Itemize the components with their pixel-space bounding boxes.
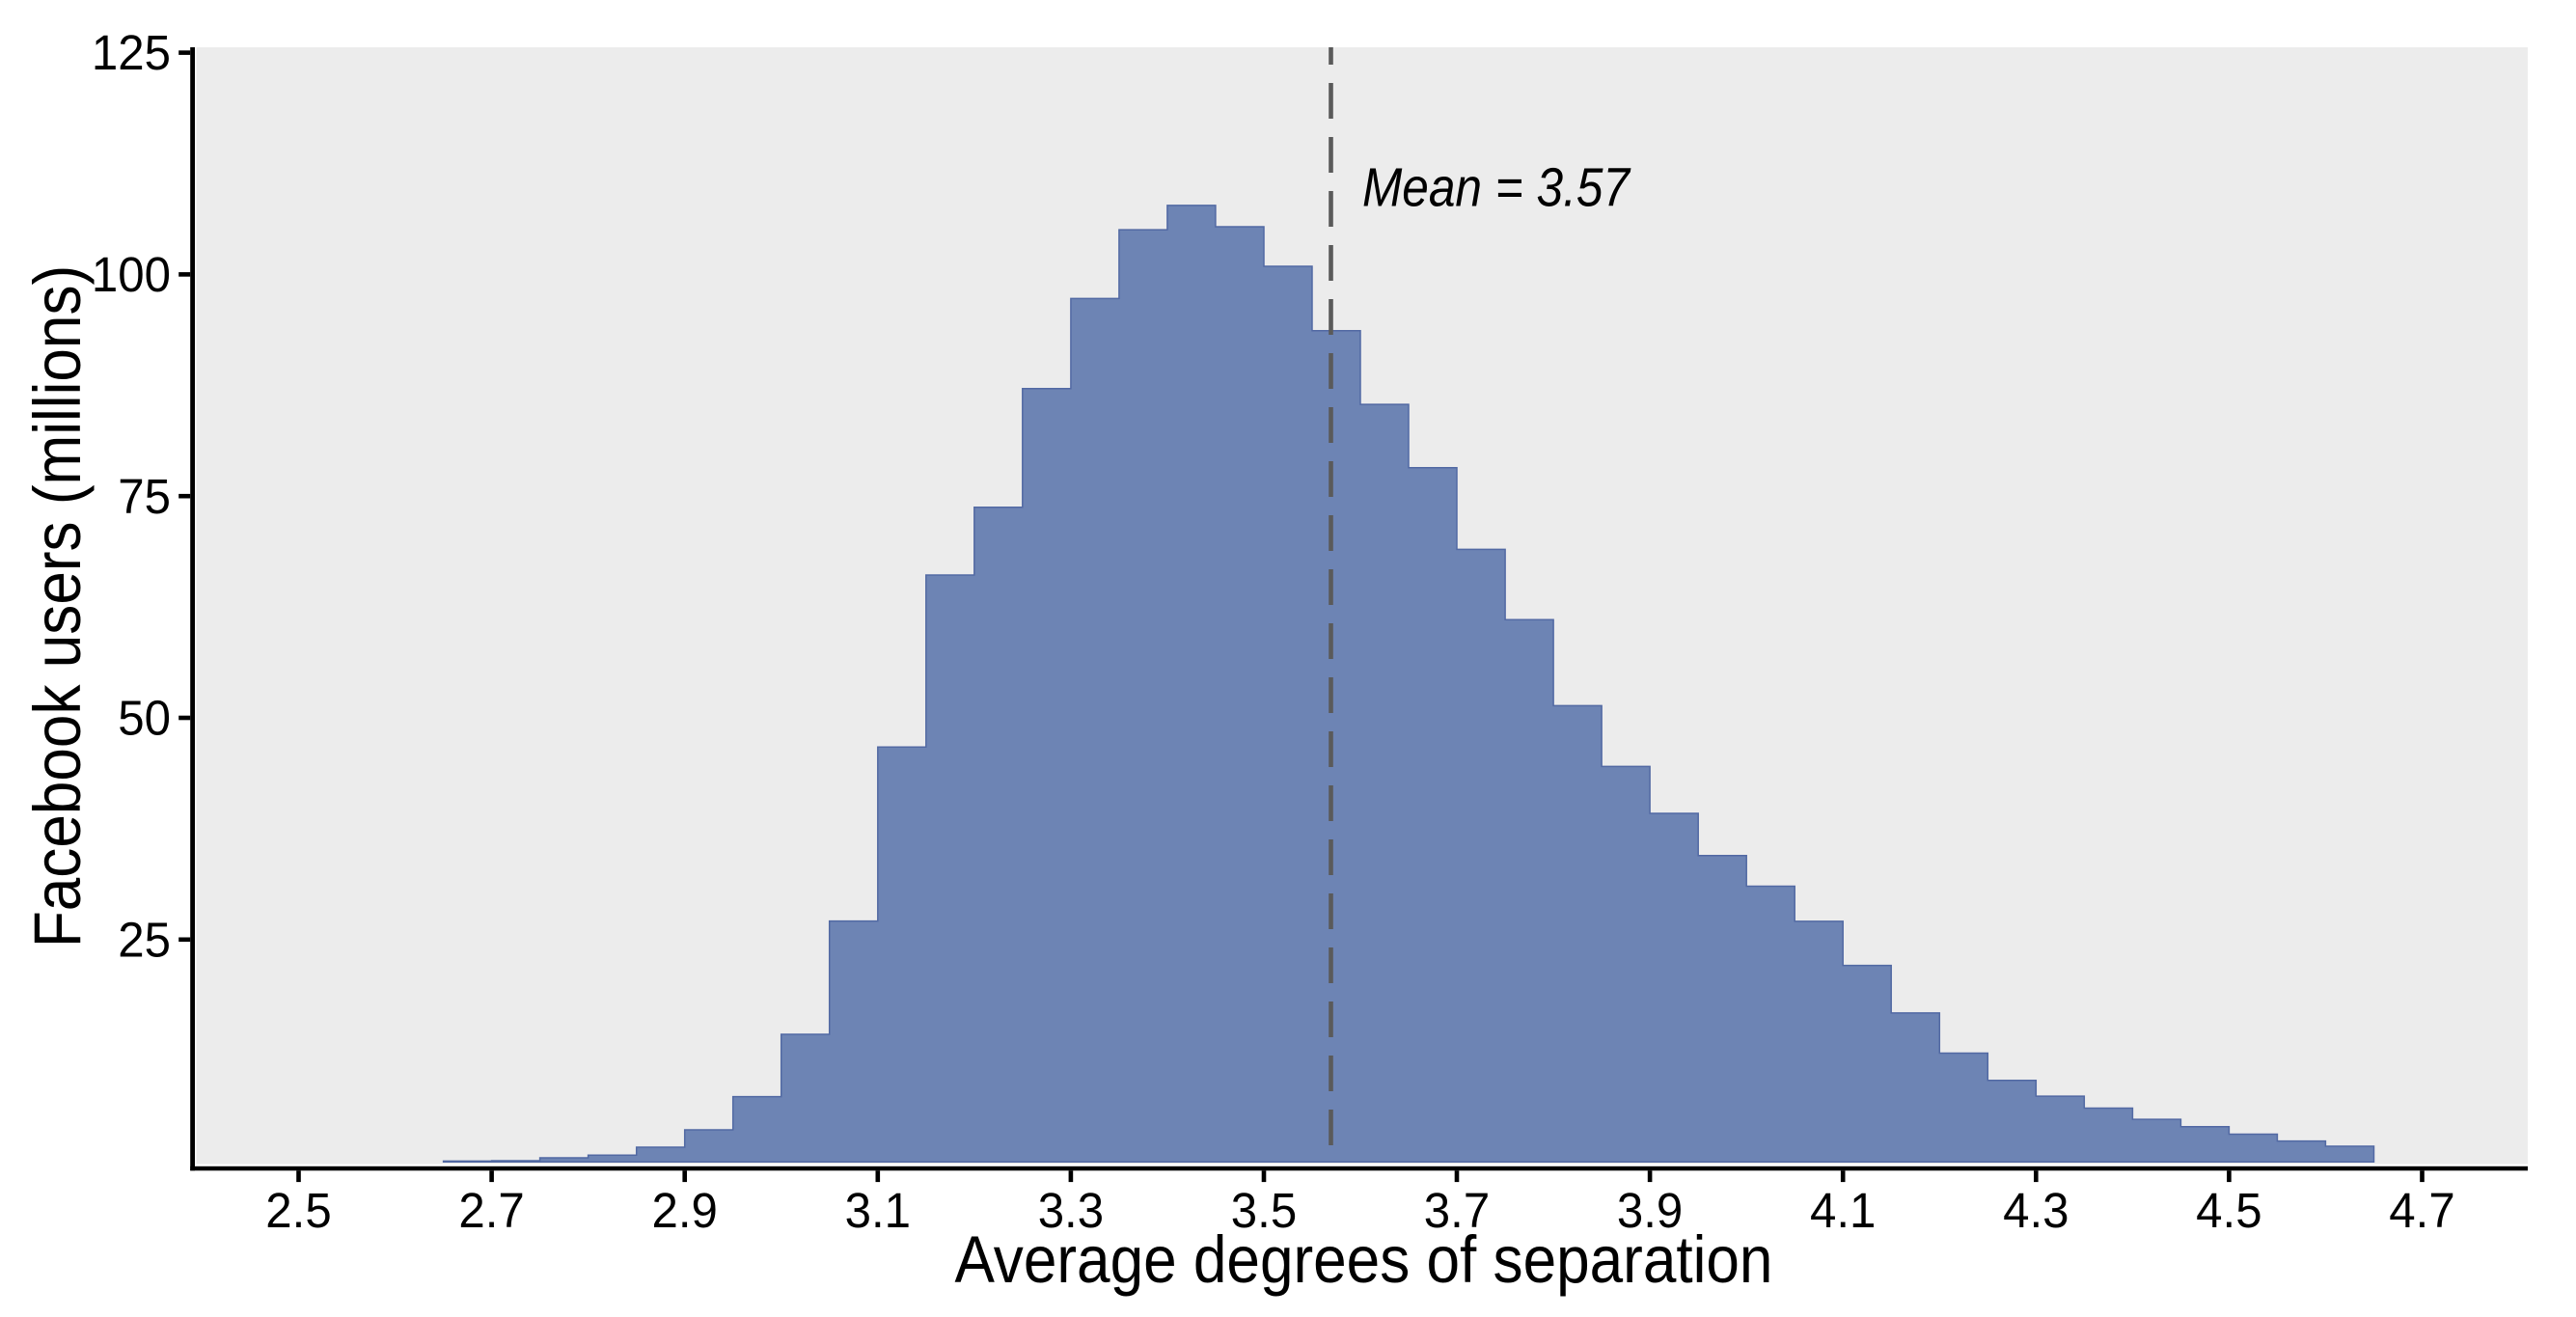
svg-text:Mean = 3.57: Mean = 3.57 [1362,157,1631,218]
svg-text:125: 125 [92,25,171,80]
svg-text:50: 50 [118,691,171,746]
svg-text:3.7: 3.7 [1424,1183,1490,1238]
svg-text:2.7: 2.7 [458,1183,524,1238]
svg-text:2.5: 2.5 [265,1183,331,1238]
svg-text:100: 100 [92,247,171,302]
svg-text:25: 25 [118,913,171,968]
svg-text:Facebook users (millions): Facebook users (millions) [20,265,95,947]
svg-text:4.7: 4.7 [2389,1183,2454,1238]
svg-text:Average degrees of separation: Average degrees of separation [955,1222,1773,1297]
svg-text:2.9: 2.9 [651,1183,717,1238]
svg-text:4.5: 4.5 [2196,1183,2261,1238]
svg-text:4.3: 4.3 [2003,1183,2069,1238]
svg-text:3.3: 3.3 [1038,1183,1104,1238]
svg-text:3.1: 3.1 [845,1183,911,1238]
svg-text:4.1: 4.1 [1810,1183,1876,1238]
svg-text:3.9: 3.9 [1617,1183,1683,1238]
svg-text:3.5: 3.5 [1231,1183,1297,1238]
svg-text:75: 75 [118,469,171,524]
